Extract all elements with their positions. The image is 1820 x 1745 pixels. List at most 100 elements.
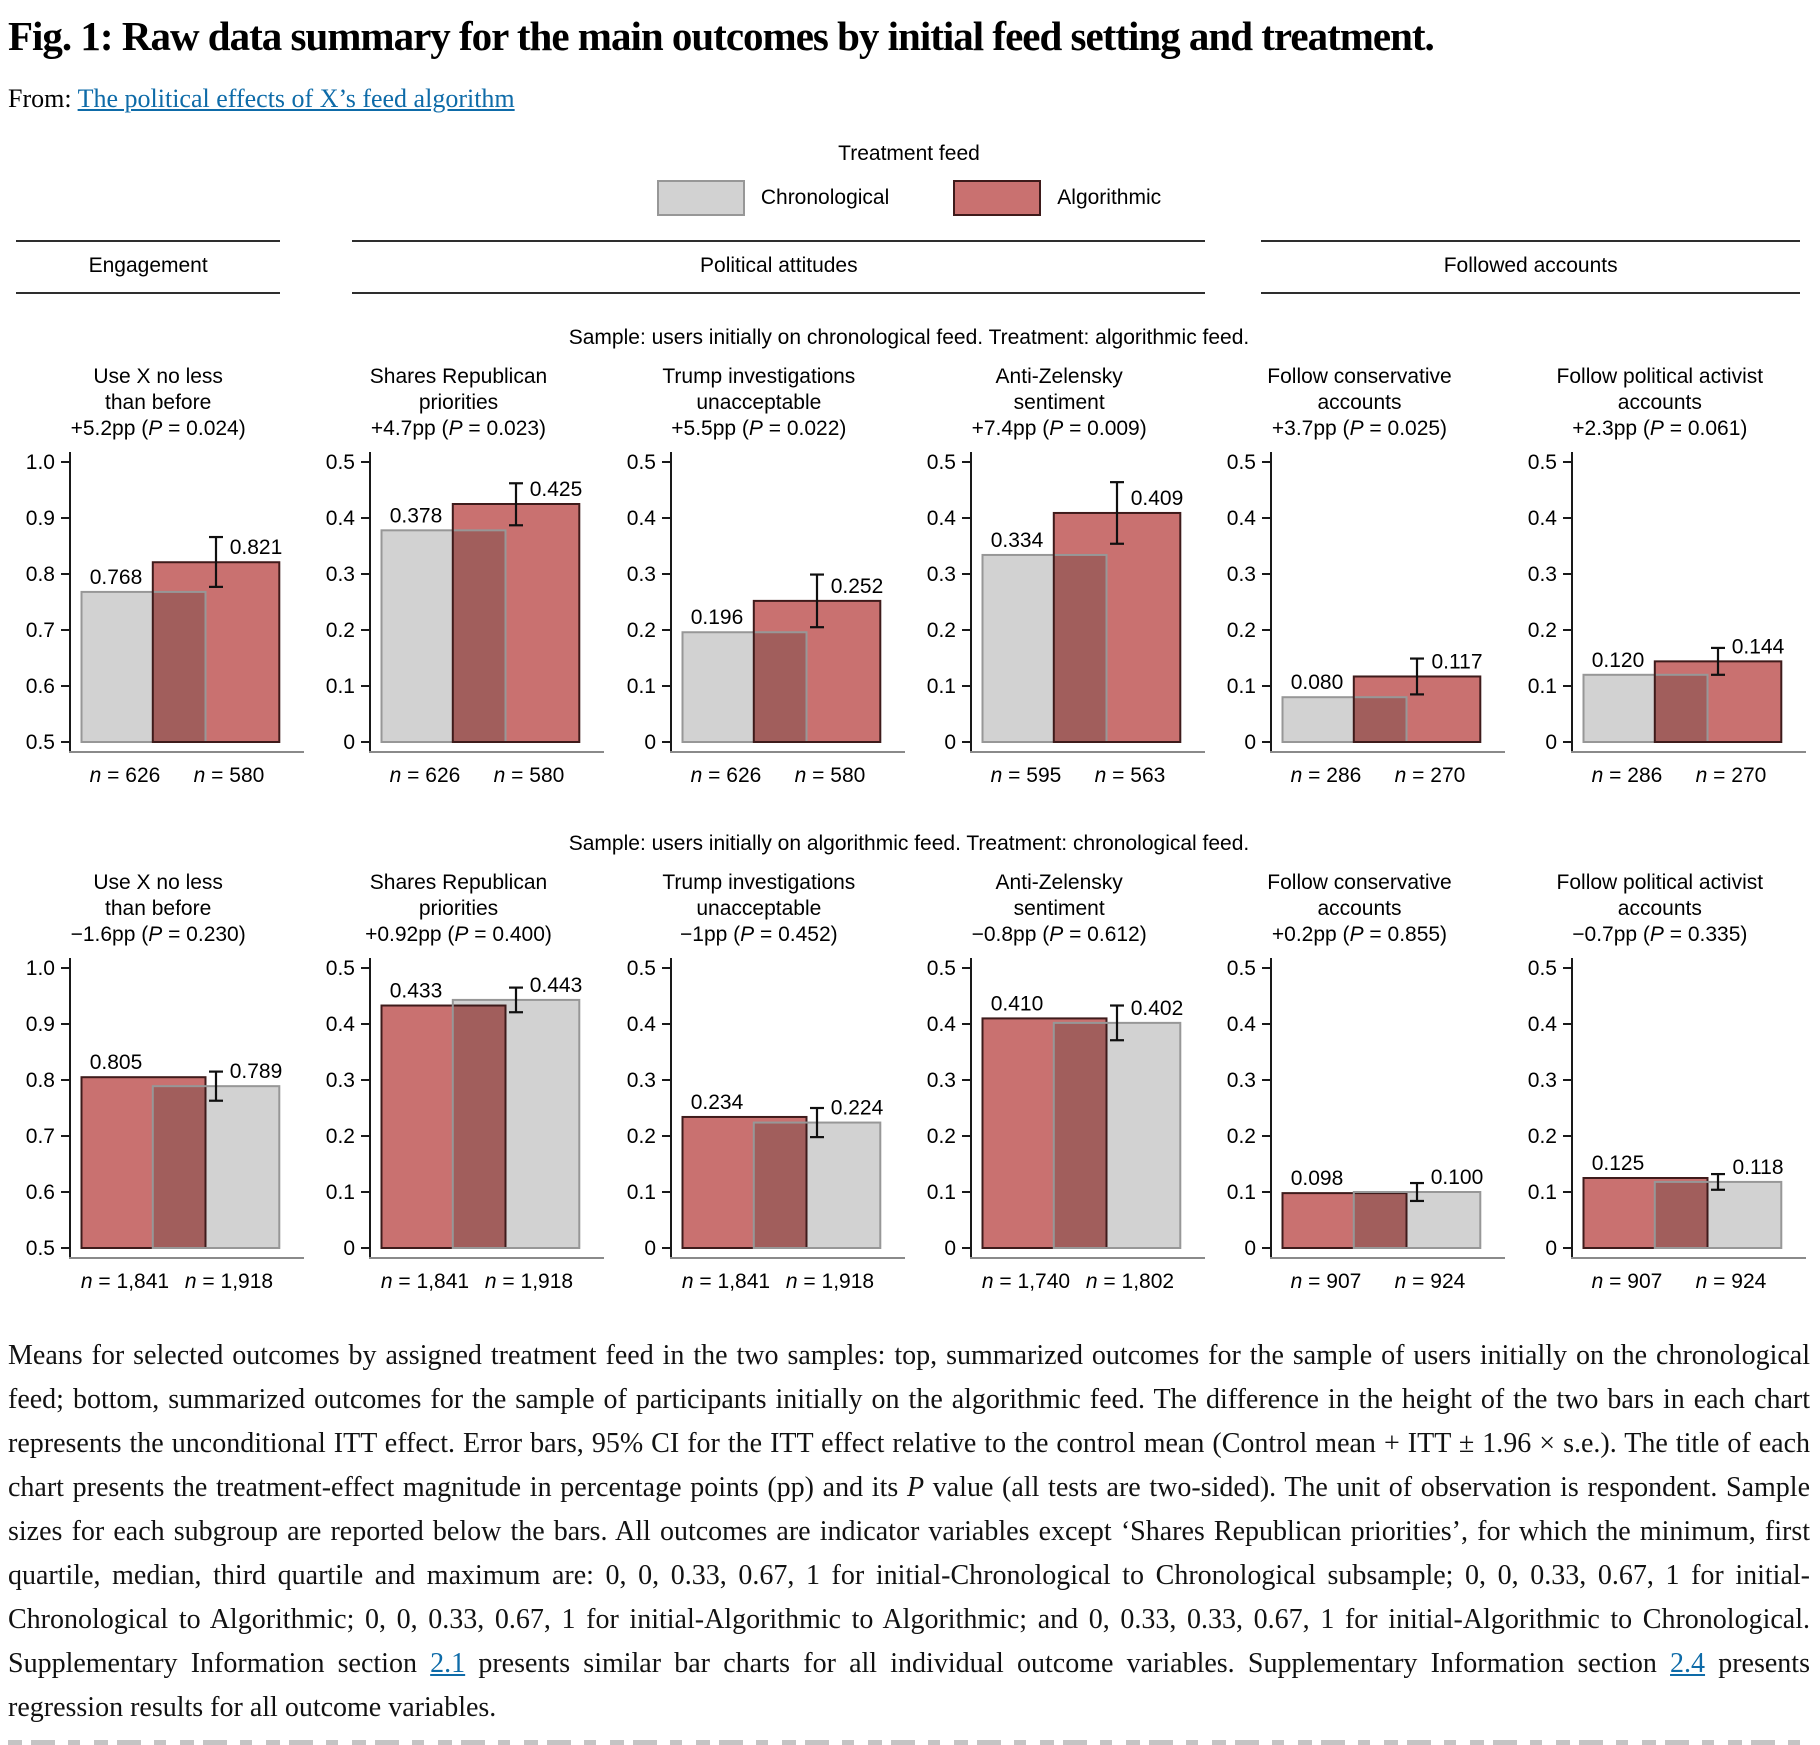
svg-text:0.3: 0.3	[627, 563, 656, 586]
svg-text:0.6: 0.6	[26, 675, 55, 698]
bar-chart-plot: 0.5 0.4 0.3 0.2 0.1 0 0.098 0.100 n = 907 n = 924	[1227, 957, 1506, 1293]
chart-title: Shares Republican priorities +4.7pp (P = 0…	[369, 365, 548, 440]
svg-text:0: 0	[344, 731, 356, 754]
control-n-label: n = 595	[991, 764, 1062, 787]
error-bar	[809, 573, 824, 629]
control-n-label: n = 626	[90, 764, 161, 787]
chart-r1c2: Trump investigations unacceptable −1pp (P …	[609, 868, 909, 1302]
error-bar	[1410, 1181, 1425, 1203]
treatment-n-label: n = 580	[194, 764, 265, 787]
svg-text:0.1: 0.1	[1227, 675, 1256, 698]
sample-label-bottom: Sample: users initially on algorithmic f…	[568, 832, 1250, 855]
svg-text:0.2: 0.2	[927, 1125, 956, 1148]
chart-r0c0: Use X no less than before +5.2pp (P = 0.02…	[8, 362, 308, 796]
error-bar	[209, 535, 224, 588]
bar-chart-plot: 1.0 0.9 0.8 0.7 0.6 0.5 0.768 0.821 n = 626 n = 5…	[26, 451, 305, 787]
svg-text:0: 0	[644, 1237, 656, 1260]
error-bar	[1110, 1004, 1125, 1042]
svg-text:0.9: 0.9	[26, 1013, 55, 1036]
treatment-n-label: n = 1,802	[1086, 1270, 1174, 1293]
treatment-n-label: n = 1,918	[786, 1270, 874, 1293]
chart-r1c1: Shares Republican priorities +0.92pp (P = …	[308, 868, 608, 1302]
svg-text:0.3: 0.3	[627, 1069, 656, 1092]
svg-text:0.5: 0.5	[26, 731, 55, 754]
svg-text:0.9: 0.9	[26, 507, 55, 530]
caption-p-italic: P	[906, 1472, 925, 1503]
svg-text:0.2: 0.2	[326, 619, 355, 642]
svg-text:0.4: 0.4	[927, 1013, 957, 1036]
svg-text:0.2: 0.2	[1227, 619, 1256, 642]
chart-title: Use X no less than before −1.6pp (P = 0.23…	[70, 871, 246, 946]
cropped-next-line	[8, 1740, 1810, 1745]
svg-text:0.5: 0.5	[1227, 957, 1256, 980]
legend-row: Chronological Algorithmic	[8, 180, 1810, 216]
legend-swatch-algorithmic	[953, 180, 1042, 216]
chart-title: Anti-Zelensky sentiment +7.4pp (P = 0.009)	[971, 365, 1147, 440]
bar-chart-plot: 0.5 0.4 0.3 0.2 0.1 0 0.125 0.118 n = 907 n = 924	[1528, 957, 1806, 1293]
treatment-value-label: 0.118	[1732, 1156, 1783, 1179]
error-bar	[1710, 646, 1725, 676]
svg-text:0.4: 0.4	[627, 507, 657, 530]
svg-text:0.5: 0.5	[1227, 451, 1256, 474]
svg-text:0: 0	[1545, 731, 1557, 754]
error-bar	[809, 1106, 824, 1139]
chart-title: Anti-Zelensky sentiment −0.8pp (P = 0.612)	[971, 871, 1147, 946]
svg-text:0.8: 0.8	[26, 563, 55, 586]
error-bar	[1110, 481, 1125, 545]
svg-text:0.4: 0.4	[1227, 507, 1257, 530]
bar-chart-plot: 0.5 0.4 0.3 0.2 0.1 0 0.378 0.425 n = 626 n = 580	[326, 451, 605, 787]
treatment-value-label: 0.144	[1732, 635, 1785, 658]
error-bar	[509, 482, 524, 527]
chart-r1c3: Anti-Zelensky sentiment −0.8pp (P = 0.612)…	[909, 868, 1209, 1302]
svg-text:0.8: 0.8	[26, 1069, 55, 1092]
svg-text:0.4: 0.4	[326, 1013, 356, 1036]
svg-text:0.4: 0.4	[927, 507, 957, 530]
caption-text: Means for selected outcomes by assigned …	[8, 1340, 1810, 1503]
control-n-label: n = 1,740	[982, 1270, 1070, 1293]
legend: Treatment feed Chronological Algorithmic	[8, 142, 1810, 216]
control-n-label: n = 1,841	[81, 1270, 169, 1293]
svg-text:0: 0	[344, 1237, 356, 1260]
caption-text: presents regression results for all outc…	[8, 1648, 1810, 1723]
bar-chart-plot: 0.5 0.4 0.3 0.2 0.1 0 0.433 0.443 n = 1,841 n = 1…	[326, 957, 605, 1293]
chart-title: Use X no less than before +5.2pp (P = 0.02…	[70, 365, 246, 440]
svg-text:0.2: 0.2	[927, 619, 956, 642]
svg-text:0.3: 0.3	[927, 563, 956, 586]
svg-text:0.1: 0.1	[927, 1181, 956, 1204]
treatment-n-label: n = 1,918	[485, 1270, 573, 1293]
bar-chart-plot: 0.5 0.4 0.3 0.2 0.1 0 0.080 0.117 n = 286 n = 270	[1227, 451, 1506, 787]
section-header-label: Political attitudes	[700, 254, 858, 277]
from-line: From: The political effects of X’s feed …	[8, 84, 1810, 114]
treatment-value-label: 0.409	[1131, 487, 1184, 510]
bar-chart-plot: 0.5 0.4 0.3 0.2 0.1 0 0.334 0.409 n = 595 n = 563	[927, 451, 1206, 787]
control-n-label: n = 1,841	[381, 1270, 469, 1293]
svg-text:0.3: 0.3	[1227, 1069, 1256, 1092]
bar-chart-plot: 0.5 0.4 0.3 0.2 0.1 0 0.196 0.252 n = 626 n = 580	[627, 451, 905, 787]
control-n-label: n = 626	[690, 764, 761, 787]
control-value-label: 0.234	[691, 1091, 744, 1114]
svg-text:0: 0	[1245, 731, 1257, 754]
si-link-2-1[interactable]: 2.1	[430, 1648, 466, 1679]
svg-text:0.2: 0.2	[1528, 619, 1557, 642]
control-value-label: 0.196	[691, 606, 744, 629]
chart-r0c5: Follow political activist accounts +2.3pp …	[1510, 362, 1810, 796]
treatment-n-label: n = 924	[1395, 1270, 1466, 1293]
error-bar	[1410, 657, 1425, 696]
svg-text:0.5: 0.5	[326, 957, 355, 980]
svg-text:0.4: 0.4	[627, 1013, 657, 1036]
bar-chart-plot: 0.5 0.4 0.3 0.2 0.1 0 0.234 0.224 n = 1,841 n = 1…	[627, 957, 905, 1293]
svg-text:0.5: 0.5	[627, 957, 656, 980]
svg-text:0.6: 0.6	[26, 1181, 55, 1204]
svg-text:0.3: 0.3	[1528, 1069, 1557, 1092]
svg-text:0.1: 0.1	[1528, 675, 1557, 698]
si-link-2-4[interactable]: 2.4	[1670, 1648, 1706, 1679]
bar-chart-plot: 1.0 0.9 0.8 0.7 0.6 0.5 0.805 0.789 n = 1,841 n =…	[26, 957, 305, 1293]
treatment-n-label: n = 924	[1695, 1270, 1766, 1293]
svg-text:0.2: 0.2	[326, 1125, 355, 1148]
caption-text: presents similar bar charts for all indi…	[465, 1648, 1671, 1679]
section-header-label: Engagement	[88, 254, 208, 277]
svg-text:0: 0	[944, 1237, 956, 1260]
article-link[interactable]: The political effects of X’s feed algori…	[77, 84, 515, 113]
svg-text:0: 0	[944, 731, 956, 754]
